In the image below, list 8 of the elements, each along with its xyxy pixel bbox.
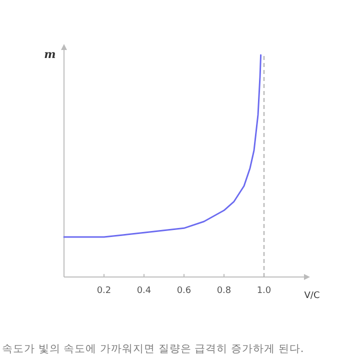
x-tick-label: 1.0 [256, 286, 272, 296]
x-tick-label: 0.6 [176, 286, 192, 296]
x-tick-label: 0.8 [216, 286, 232, 296]
text: 속도가 빛의 속도에 가까워지면 질량은 급격히 증가하게 된다. [2, 343, 304, 355]
y-axis-title: m [44, 48, 56, 61]
xlabel: V/C [304, 291, 320, 301]
x-tick-label: 0.2 [96, 286, 112, 296]
x-tick-label: 0.4 [136, 286, 152, 296]
